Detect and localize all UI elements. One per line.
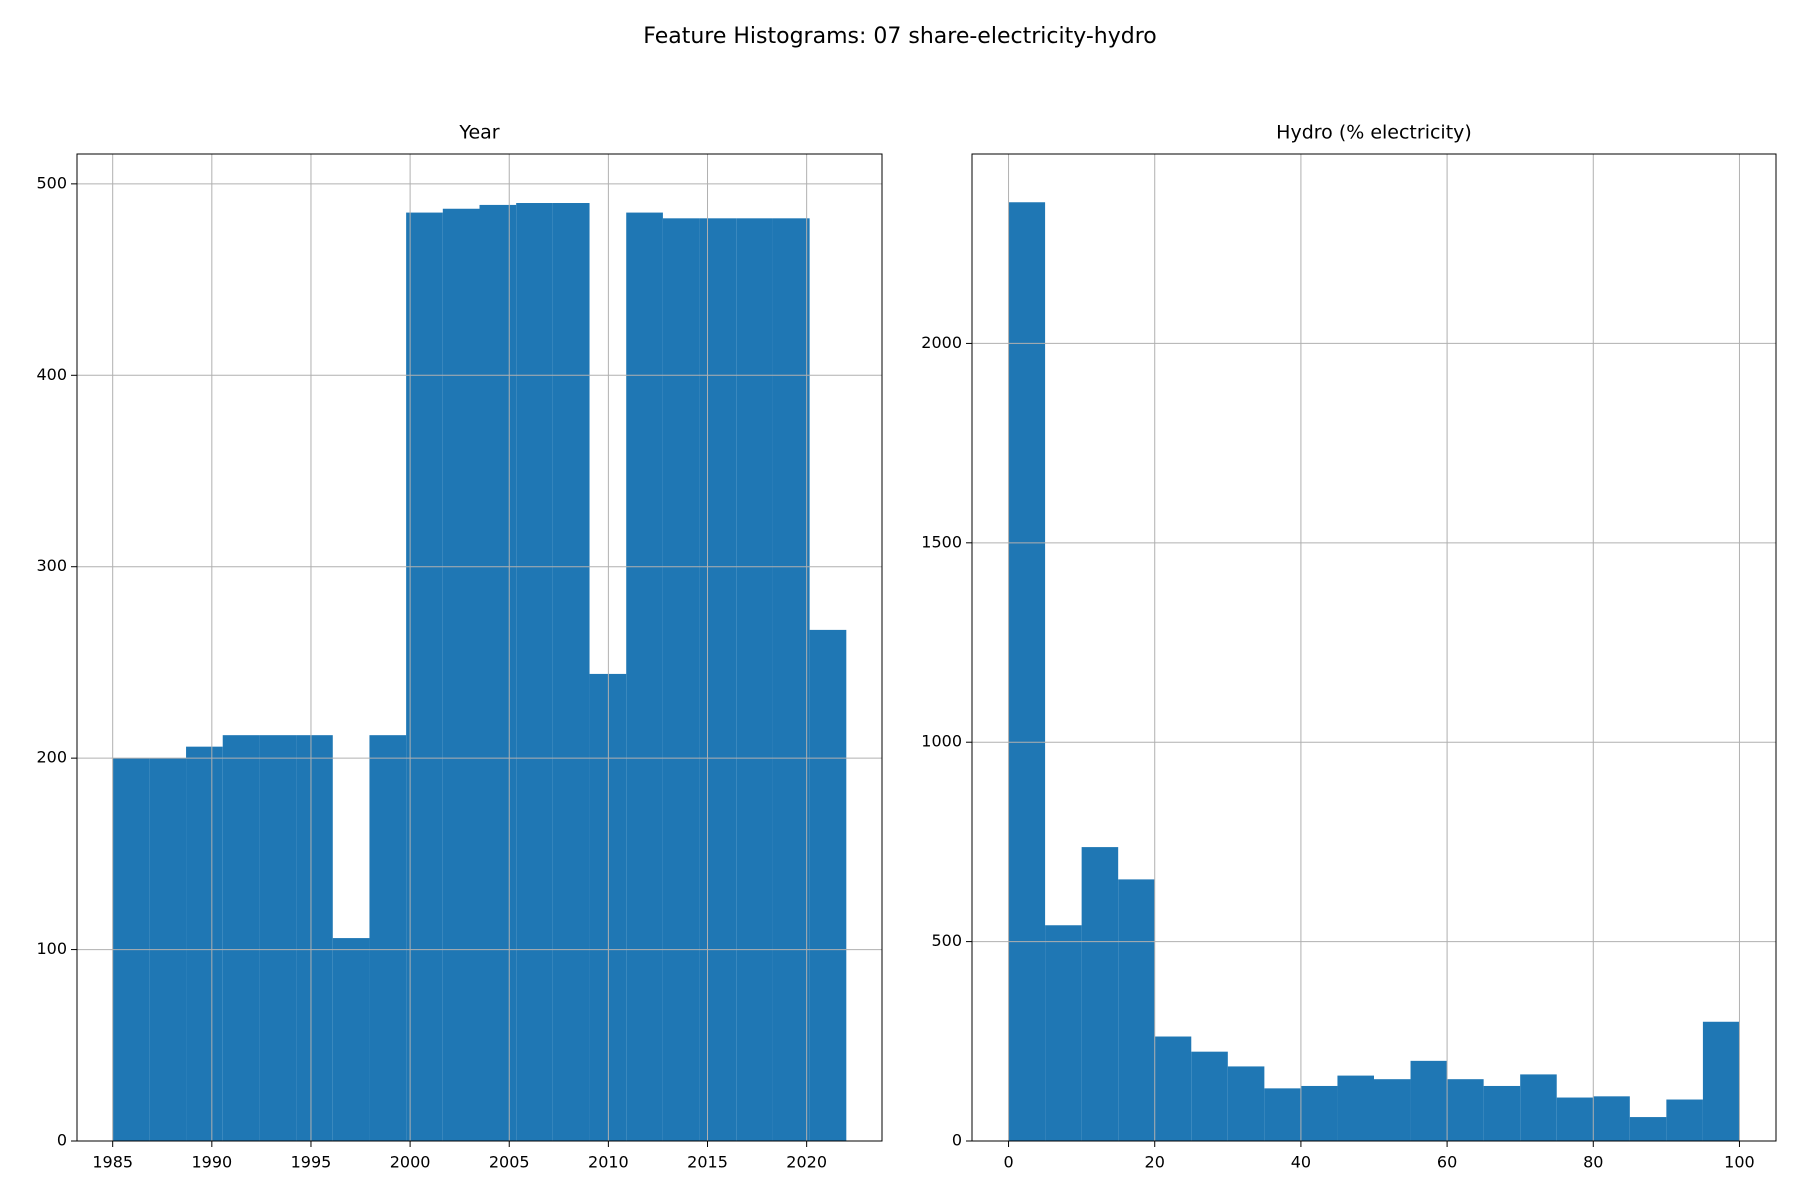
- subplot-title: Hydro (% electricity): [1276, 122, 1472, 144]
- bar: [1410, 1060, 1448, 1141]
- bar: [662, 218, 700, 1141]
- bar: [479, 204, 517, 1142]
- y-tick-label: 400: [36, 365, 67, 384]
- y-tick-label: 300: [36, 556, 67, 575]
- bar: [1629, 1117, 1667, 1141]
- bar: [1593, 1096, 1630, 1141]
- bar: [1374, 1079, 1411, 1141]
- y-tick-label: 0: [57, 1131, 67, 1150]
- bar: [1337, 1075, 1374, 1141]
- x-tick-label: 2020: [786, 1153, 827, 1172]
- bar: [772, 218, 810, 1141]
- y-tick-label: 500: [36, 173, 67, 192]
- y-tick-label: 2000: [921, 333, 962, 352]
- bar: [222, 735, 260, 1141]
- bar: [1118, 879, 1155, 1141]
- bar: [1702, 1021, 1740, 1141]
- x-tick-label: 60: [1437, 1153, 1457, 1172]
- bar: [406, 212, 443, 1142]
- bar: [1154, 1036, 1192, 1141]
- bar: [809, 629, 847, 1141]
- bar: [369, 735, 407, 1141]
- bar: [332, 938, 370, 1141]
- y-tick-label: 1000: [921, 732, 962, 751]
- y-tick-label: 0: [952, 1131, 962, 1150]
- x-tick-label: 1990: [191, 1153, 232, 1172]
- bar: [259, 735, 297, 1141]
- bar: [1447, 1079, 1484, 1141]
- bar: [552, 203, 590, 1141]
- x-tick-label: 20: [1145, 1153, 1165, 1172]
- axes-frame: [971, 153, 1777, 1142]
- figure-title: Feature Histograms: 07 share-electricity…: [643, 24, 1156, 49]
- x-tick-label: 2010: [588, 1153, 629, 1172]
- x-tick-label: 2015: [687, 1153, 728, 1172]
- x-tick-label: 100: [1724, 1153, 1755, 1172]
- bar: [1081, 847, 1119, 1141]
- bar: [516, 203, 553, 1141]
- bar: [1300, 1085, 1338, 1141]
- bar: [1520, 1074, 1557, 1141]
- y-tick-label: 1500: [921, 532, 962, 551]
- bar: [442, 208, 480, 1141]
- bar: [1191, 1051, 1228, 1141]
- bar: [626, 212, 663, 1142]
- x-tick-label: 80: [1583, 1153, 1603, 1172]
- bar: [1556, 1097, 1594, 1141]
- x-tick-label: 0: [1003, 1153, 1013, 1172]
- x-tick-label: 2005: [489, 1153, 530, 1172]
- y-tick-label: 500: [931, 931, 962, 950]
- bar: [1666, 1099, 1703, 1141]
- bar: [736, 218, 773, 1141]
- x-tick-label: 1995: [291, 1153, 332, 1172]
- y-tick-label: 100: [36, 939, 67, 958]
- bar: [1264, 1088, 1301, 1141]
- axes-frame: [76, 153, 883, 1142]
- bar: [699, 218, 737, 1141]
- bar: [1227, 1066, 1265, 1141]
- bar: [1008, 202, 1046, 1142]
- x-tick-label: 1985: [92, 1153, 133, 1172]
- bar: [1045, 925, 1082, 1141]
- x-tick-label: 2000: [390, 1153, 431, 1172]
- bar: [186, 746, 223, 1141]
- x-tick-label: 40: [1291, 1153, 1311, 1172]
- y-tick-label: 200: [36, 748, 67, 767]
- bar: [1483, 1085, 1521, 1141]
- subplot-title: Year: [458, 122, 499, 144]
- bar: [296, 735, 333, 1141]
